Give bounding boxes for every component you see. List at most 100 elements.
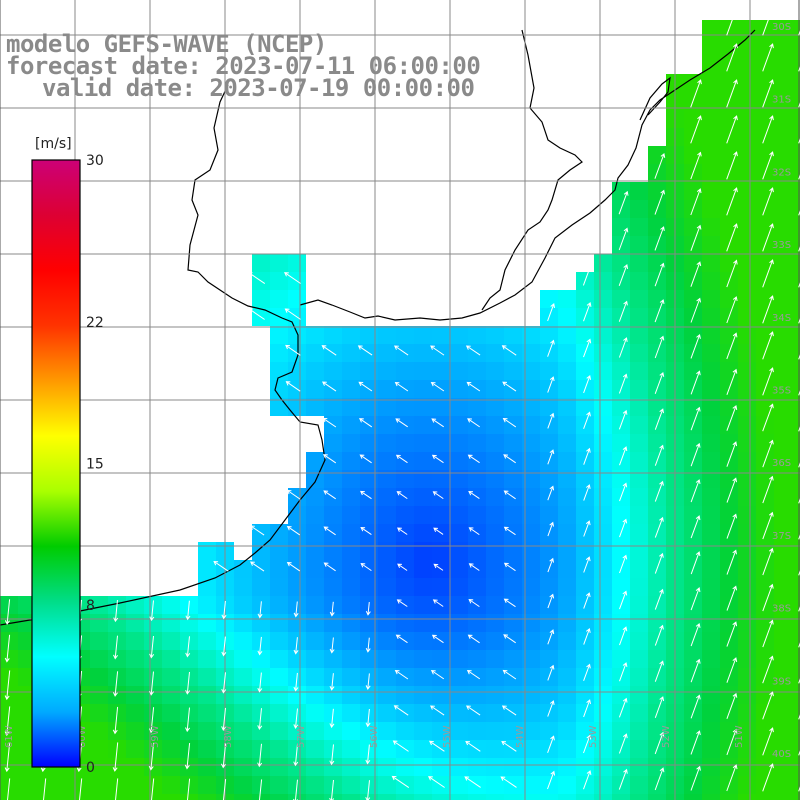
wind-cell xyxy=(198,722,216,740)
wind-cell xyxy=(198,740,216,758)
wind-cell xyxy=(738,146,756,164)
latitude-label: 33S xyxy=(772,240,791,251)
wind-cell xyxy=(702,524,720,542)
wind-arrow xyxy=(468,599,480,608)
latitude-label: 34S xyxy=(772,313,791,324)
wind-arrow xyxy=(654,767,665,791)
wind-cell xyxy=(792,308,800,326)
wind-cell xyxy=(558,668,576,686)
wind-cell xyxy=(108,794,126,800)
wind-cell xyxy=(324,794,342,800)
wind-arrow xyxy=(395,634,408,644)
wind-cell xyxy=(288,794,306,800)
wind-arrow xyxy=(213,560,229,572)
wind-arrow xyxy=(322,417,337,428)
wind-cell xyxy=(378,344,396,362)
wind-cell xyxy=(324,722,342,740)
wind-arrow xyxy=(547,339,555,357)
wind-cell xyxy=(612,542,630,560)
wind-cell xyxy=(450,380,468,398)
wind-cell xyxy=(468,578,486,596)
wind-cell xyxy=(486,362,504,380)
wind-cell xyxy=(630,560,648,578)
wind-speed-field xyxy=(0,20,800,800)
wind-arrow xyxy=(286,562,301,572)
wind-cell xyxy=(270,614,288,632)
wind-cell xyxy=(432,542,450,560)
wind-arrow xyxy=(285,344,301,356)
wind-cell xyxy=(540,578,558,596)
wind-cell xyxy=(450,542,468,560)
wind-cell xyxy=(738,308,756,326)
title-valid-date: valid date: 2023-07-19 00:00:00 xyxy=(42,74,475,102)
wind-cell xyxy=(630,362,648,380)
wind-cell xyxy=(576,542,594,560)
wind-cell xyxy=(342,362,360,380)
wind-arrow xyxy=(293,601,299,618)
wind-cell xyxy=(558,524,576,542)
wind-cell xyxy=(342,614,360,632)
wind-cell xyxy=(90,596,108,614)
wind-arrow xyxy=(690,79,702,108)
wind-cell xyxy=(378,452,396,470)
wind-cell xyxy=(378,704,396,722)
wind-arrow xyxy=(583,770,592,790)
wind-cell xyxy=(792,506,800,524)
wind-arrow xyxy=(726,585,738,611)
wind-arrow xyxy=(762,151,774,180)
wind-cell xyxy=(450,632,468,650)
wind-cell xyxy=(594,650,612,668)
wind-arrow xyxy=(185,600,191,621)
wind-arrow xyxy=(360,563,372,572)
wind-cell xyxy=(504,470,522,488)
wind-arrow xyxy=(726,513,738,539)
wind-cell xyxy=(324,506,342,524)
wind-arrow xyxy=(393,345,409,356)
wind-cell xyxy=(630,650,648,668)
wind-cell xyxy=(792,182,800,200)
wind-cell xyxy=(774,668,792,686)
wind-cell xyxy=(126,686,144,704)
wind-cell xyxy=(486,794,504,800)
wind-cell xyxy=(630,794,648,800)
wind-cell xyxy=(540,542,558,560)
wind-cell xyxy=(270,524,288,542)
wind-cell xyxy=(180,650,198,668)
wind-cell xyxy=(378,614,396,632)
wind-cell xyxy=(720,794,738,800)
wind-cell xyxy=(738,344,756,362)
wind-arrow xyxy=(501,705,517,716)
wind-arrow xyxy=(397,527,408,535)
wind-arrow xyxy=(220,743,227,769)
title-forecast-date: forecast date: 2023-07-11 06:00:00 xyxy=(6,52,481,80)
wind-arrow xyxy=(283,272,301,284)
wind-cell xyxy=(288,290,306,308)
wind-cell xyxy=(468,506,486,524)
wind-cell xyxy=(792,398,800,416)
wind-cell xyxy=(630,776,648,794)
wind-arrow xyxy=(583,734,592,754)
wind-cell xyxy=(702,704,720,722)
wind-cell xyxy=(126,632,144,650)
wind-cell xyxy=(468,434,486,452)
wind-arrow xyxy=(618,697,628,718)
wind-cell xyxy=(738,218,756,236)
wind-cell xyxy=(540,614,558,632)
wind-cell xyxy=(540,290,558,308)
wind-cell xyxy=(594,398,612,416)
wind-cell xyxy=(558,776,576,794)
wind-cell xyxy=(396,722,414,740)
wind-cell xyxy=(792,596,800,614)
wind-arrow xyxy=(619,518,628,538)
wind-cell xyxy=(270,542,288,560)
wind-cell xyxy=(198,596,216,614)
wind-arrow xyxy=(690,406,701,431)
wind-cell xyxy=(414,650,432,668)
wind-cell xyxy=(522,740,540,758)
colorbar-tick-label: 8 xyxy=(86,598,95,614)
wind-cell xyxy=(792,704,800,722)
wind-cell xyxy=(522,362,540,380)
wind-cell xyxy=(252,254,270,272)
wind-cell xyxy=(180,686,198,704)
wind-cell xyxy=(522,776,540,794)
